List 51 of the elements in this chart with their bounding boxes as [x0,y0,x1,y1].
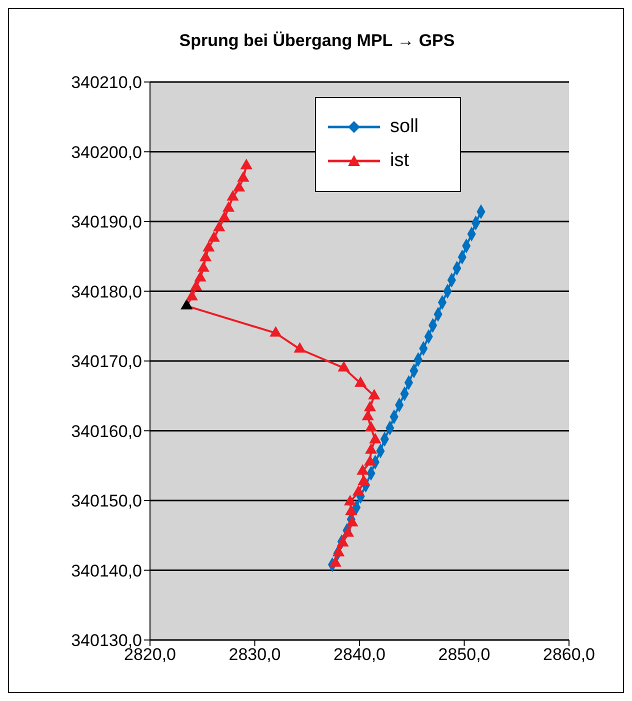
x-tick-label: 2860,0 [543,645,595,664]
point [180,298,193,310]
point [199,250,212,262]
y-tick-label: 340190,0 [71,212,142,232]
y-tick-label: 340200,0 [71,142,142,162]
point [364,455,376,466]
point [218,210,230,222]
y-tick-label: 340160,0 [71,422,142,441]
point [346,516,358,526]
point [342,526,354,537]
point [332,546,345,556]
point [352,485,365,496]
point [186,290,198,300]
point [344,494,356,506]
point [208,231,220,242]
point [237,171,250,182]
point [240,158,252,170]
point [338,360,350,372]
x-tick-label: 2850,0 [438,645,490,664]
x-tick-label: 2840,0 [334,645,386,664]
y-tick-label: 340150,0 [71,492,142,511]
point [362,410,374,420]
point [226,190,239,201]
point [354,376,367,387]
point [368,388,380,400]
point [270,326,282,337]
legend-label: ist [390,150,409,172]
y-tick-label: 340180,0 [71,282,142,302]
point [329,556,342,567]
point [369,432,382,444]
y-tick-label: 340210,0 [71,73,142,92]
chart-title: Sprung bei Übergang MPL → GPS [178,31,456,51]
legend-label: soll [390,116,419,138]
point [364,420,378,432]
point [197,261,210,272]
point [364,400,376,412]
y-tick-label: 340140,0 [71,561,142,580]
point [194,270,206,282]
point [222,201,235,212]
point [345,504,358,516]
point [364,443,378,454]
point [190,280,202,291]
point [232,181,246,192]
point [336,536,349,547]
point [358,474,370,486]
point [294,342,306,353]
point [213,220,226,232]
point [356,464,369,475]
point [202,240,215,252]
y-tick-label: 340170,0 [71,352,142,372]
x-tick-label: 2830,0 [228,645,281,664]
